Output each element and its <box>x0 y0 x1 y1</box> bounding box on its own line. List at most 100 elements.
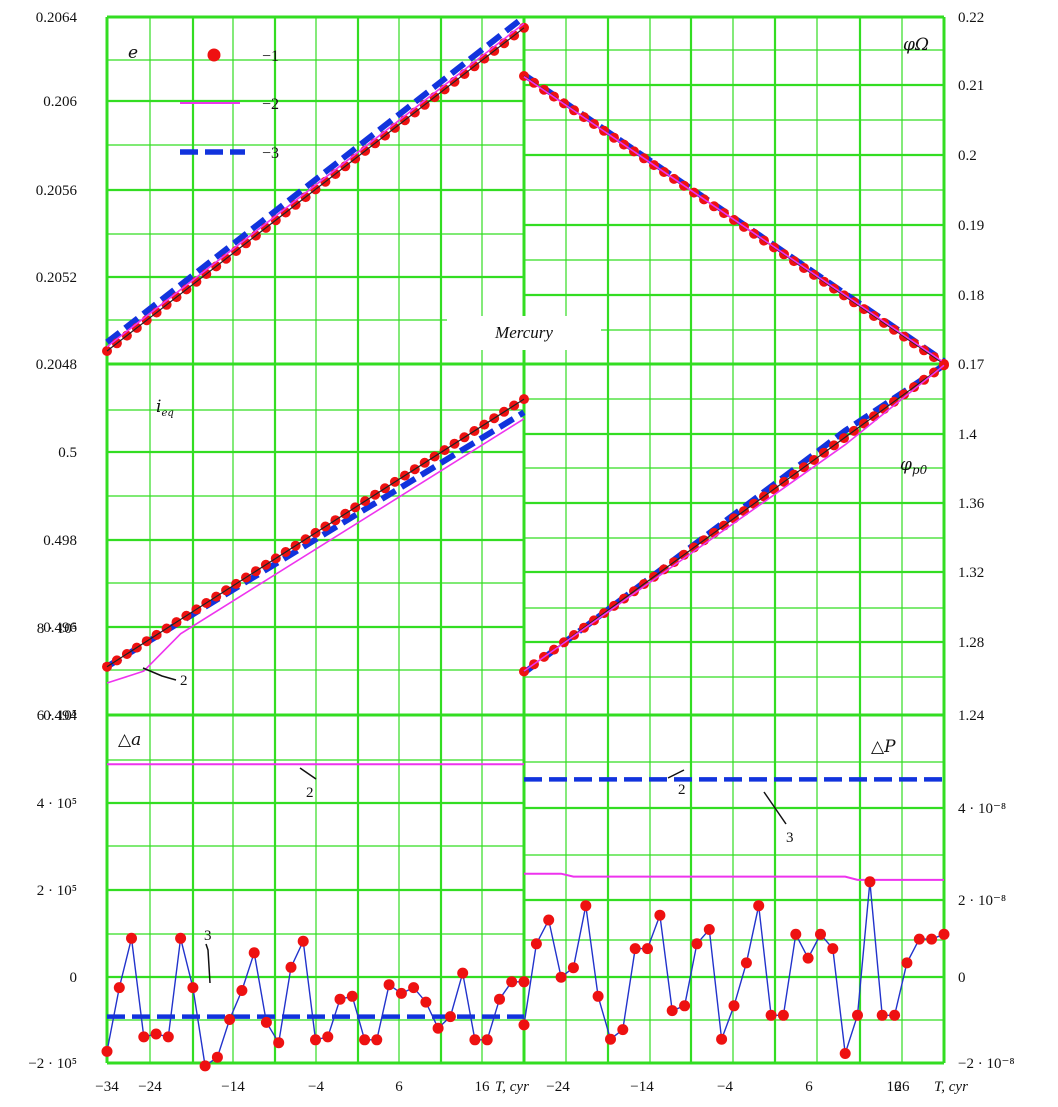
series-1-point <box>580 900 592 912</box>
series-1-point <box>617 1024 629 1036</box>
series-1-point <box>913 933 925 945</box>
y-tick-label: −2 · 10⁵ <box>28 1056 77 1072</box>
series-1-point <box>740 957 752 969</box>
series-1-point <box>876 1009 888 1021</box>
panel-label-delta-a: △a <box>118 730 141 750</box>
x-axis-label: T, cyr <box>495 1079 529 1095</box>
series-1-point <box>297 935 309 947</box>
y-tick-label: 1.4 <box>958 427 977 443</box>
series-1-point <box>666 1005 678 1017</box>
series-1-point <box>248 947 260 959</box>
series-1-point <box>506 976 518 988</box>
series-1-point <box>605 1033 616 1045</box>
series-1-point <box>224 1014 236 1025</box>
series-1-point <box>469 1034 481 1046</box>
legend-label-3: −3 <box>262 145 279 162</box>
series-1-point <box>765 1009 777 1021</box>
y-tick-label: 0.18 <box>958 288 984 304</box>
y-tick-label: 2 · 10⁻⁸ <box>958 893 1006 909</box>
series-1-point <box>839 1048 851 1059</box>
y-tick-label: 0.2064 <box>36 10 78 26</box>
series-1-point <box>113 982 125 994</box>
series-1-point <box>802 952 814 964</box>
series-1-point <box>728 1000 740 1012</box>
y-tick-label: 0.19 <box>958 218 984 234</box>
series-1-point <box>567 962 579 974</box>
annotation-leader <box>142 667 177 681</box>
figure-label-mercury: Mercury <box>447 316 601 350</box>
x-tick-label: −4 <box>308 1079 324 1095</box>
y-tick-label: 4 · 10⁻⁸ <box>958 801 1006 817</box>
y-tick-label: 2 · 10⁵ <box>37 883 77 899</box>
y-tick-label: 0.5 <box>58 445 77 461</box>
y-tick-label: 0.2 <box>958 148 977 164</box>
series-1-point <box>444 1011 456 1023</box>
panel-label-phi-omega: φΩ <box>903 35 929 55</box>
x-tick-label: 16 <box>475 1079 491 1095</box>
legend-label-2: −2 <box>262 96 279 113</box>
legend-label-1: −1 <box>262 48 279 65</box>
y-tick-label: 0.2056 <box>36 183 78 199</box>
series-1-point <box>926 933 938 945</box>
y-tick-label: 0.21 <box>958 78 984 94</box>
y-tick-label: −2 · 10⁻⁸ <box>958 1056 1015 1072</box>
series-1-point <box>815 928 826 940</box>
series-1-point <box>518 1019 530 1031</box>
series-1-trend <box>523 364 945 672</box>
series-1-point <box>753 900 765 912</box>
y-tick-label: 0 <box>958 970 966 986</box>
series-1-point <box>518 976 530 988</box>
series-1-point <box>938 928 950 940</box>
panel-label-i-eq: ieq <box>156 397 174 419</box>
series-1-point <box>420 996 432 1008</box>
series-1-point <box>827 943 839 955</box>
panel-label-sub: p0 <box>912 463 928 477</box>
series-3-line <box>522 362 946 676</box>
series-1-point <box>408 982 420 994</box>
series-1-point <box>199 1060 211 1072</box>
y-tick-label: 1.24 <box>958 708 985 724</box>
x-tick-label: −24 <box>138 1079 162 1095</box>
series-1-point <box>101 1045 113 1057</box>
series-1-trend <box>106 398 525 668</box>
y-tick-label: 0.17 <box>958 357 985 373</box>
series-1-point <box>864 876 876 888</box>
y-tick-label: 8 · 10⁵ <box>37 621 77 637</box>
series-1-point <box>777 1009 789 1021</box>
series-1-point <box>679 1000 691 1012</box>
grid <box>105 15 946 1065</box>
series-1-point <box>481 1034 493 1046</box>
x-tick-label: 6 <box>805 1079 813 1095</box>
x-tick-label: −14 <box>221 1079 245 1095</box>
series-1-point <box>211 1051 223 1063</box>
series-1-point <box>187 982 199 994</box>
series-1-point <box>322 1031 334 1043</box>
series-1-point <box>457 967 469 979</box>
annotation-leader <box>205 943 211 984</box>
x-tick-label: −14 <box>630 1079 654 1095</box>
series-1-point <box>126 932 137 944</box>
y-tick-label: 0.496 <box>43 620 77 636</box>
series-1-point <box>654 909 666 921</box>
series-1-point <box>555 971 567 983</box>
legend-marker-1 <box>207 48 221 62</box>
y-tick-label: 0.2052 <box>36 270 77 286</box>
series-1-point <box>703 924 715 935</box>
x-tick-label: 16 <box>887 1079 903 1095</box>
series-1-point <box>395 987 407 999</box>
series-1-point <box>260 1016 272 1028</box>
y-tick-label: 0.494 <box>43 708 77 724</box>
series-1-point <box>852 1009 863 1021</box>
series-1-point <box>691 938 703 950</box>
series-1-point <box>592 990 604 1002</box>
series-1-point <box>150 1028 162 1040</box>
series-3-line <box>105 14 526 345</box>
series-1-point <box>494 993 505 1005</box>
x-axis-label: T, cyr <box>934 1079 968 1095</box>
series-1-point <box>383 979 395 991</box>
series-1-point <box>543 914 555 926</box>
y-tick-label: 6 · 10⁵ <box>37 708 77 724</box>
annotation-leader <box>299 767 317 780</box>
annotation-label: 2 <box>180 673 188 689</box>
panel-label-phi-p0: φp0 <box>900 455 928 477</box>
